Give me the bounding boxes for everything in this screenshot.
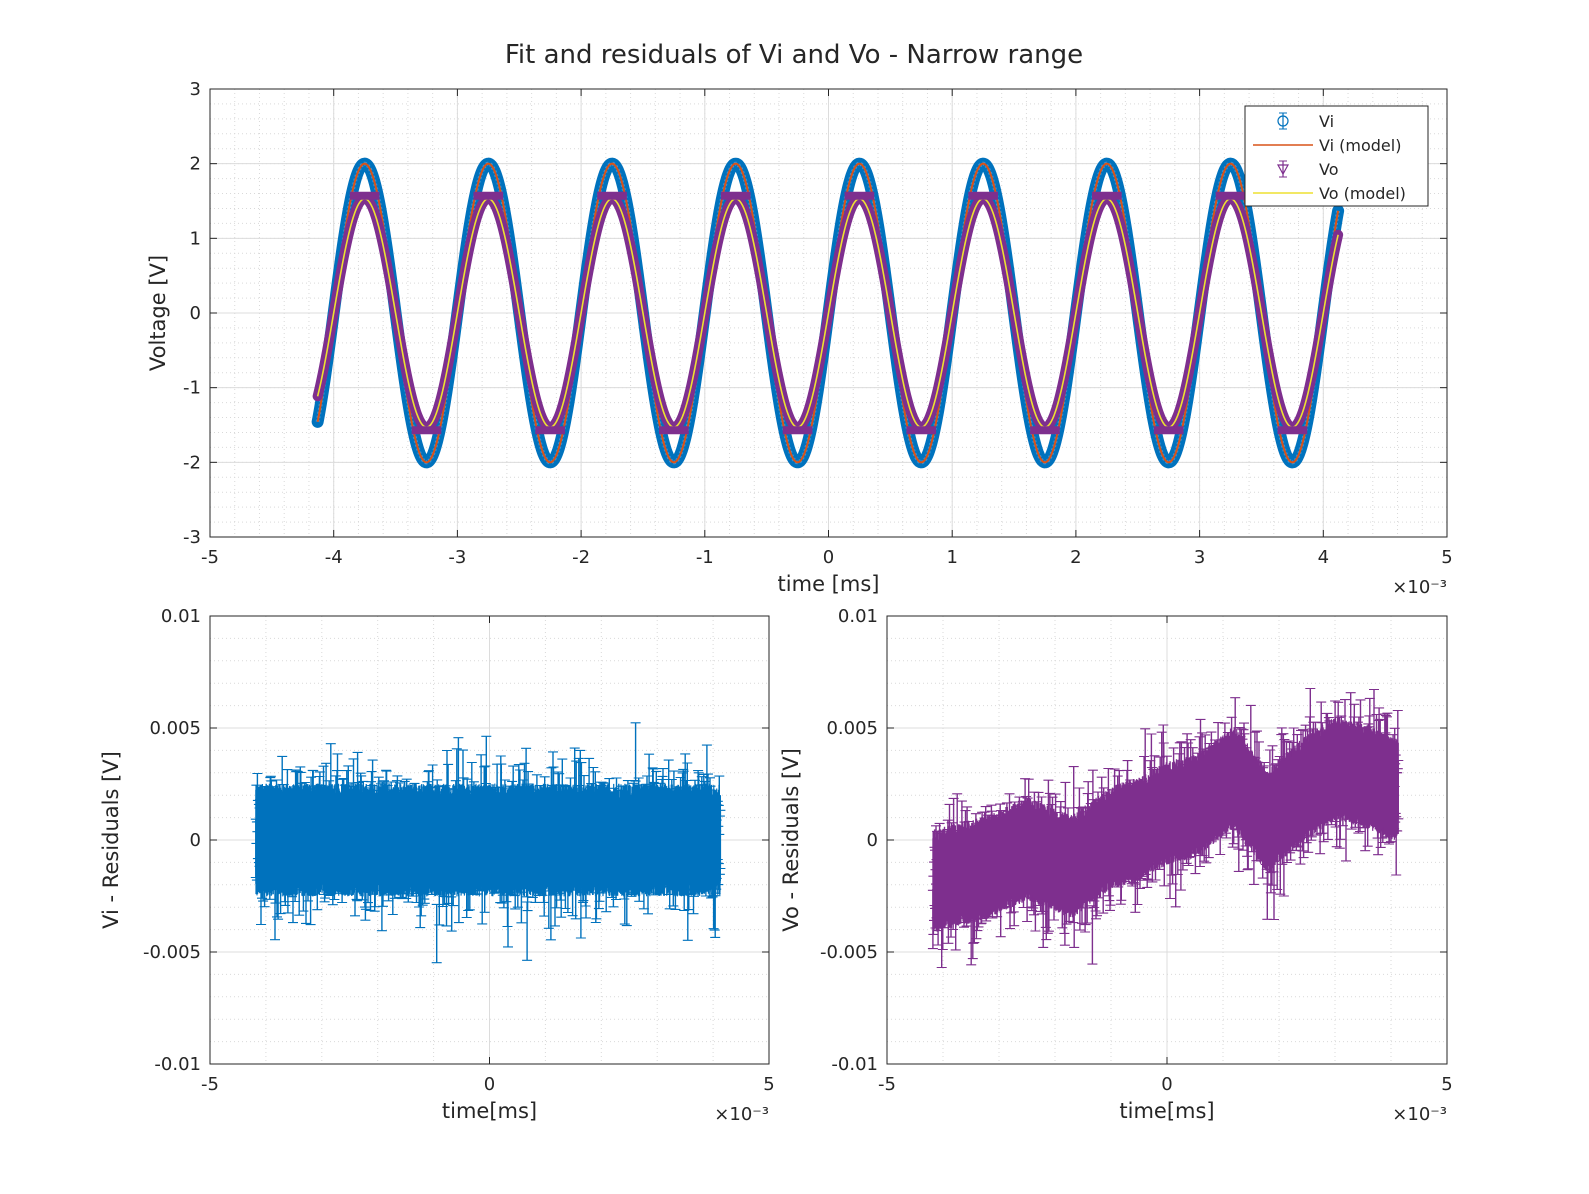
legend-label: Vi: [1319, 112, 1334, 131]
y-tick-label: 0.005: [826, 718, 878, 739]
y-tick-label: -0.005: [820, 942, 878, 963]
legend-entry-vi: Vi: [1277, 112, 1334, 131]
legend-entry-vo: Vo: [1276, 160, 1339, 179]
y-tick-label: 0.005: [149, 718, 201, 739]
y-tick-label: -0.01: [154, 1054, 201, 1075]
data-layer: [250, 722, 726, 964]
x-tick-label: -5: [201, 547, 219, 568]
legend-label: Vo (model): [1319, 184, 1406, 203]
x-tick-label: -4: [325, 547, 343, 568]
x-tick-label: 1: [946, 547, 957, 568]
figure-title: Fit and residuals of Vi and Vo - Narrow …: [505, 40, 1083, 70]
axes-3: -5 0 5 -0.01 -0.005 0 0.005 0.01 time[ms] Vo - Re…: [779, 606, 1453, 1125]
x-tick-label: -5: [201, 1074, 219, 1095]
y-tick-label: -3: [183, 527, 201, 548]
y-tick-label: -2: [183, 452, 201, 473]
x-axis-label: time[ms]: [1119, 1099, 1214, 1123]
residual-points: [255, 783, 721, 897]
x-tick-label: 0: [484, 1074, 495, 1095]
x-tick-label: 5: [1441, 547, 1452, 568]
axes-1: -5 -4 -3 -2 -1 0 1 2 3 4 5 -3 -2 -1 0 1 2 3 time [ms] Volta…: [146, 79, 1453, 598]
x-tick-label: 5: [1441, 1074, 1452, 1095]
y-tick-label: 3: [190, 79, 201, 100]
legend-entry-vo-model: Vo (model): [1253, 184, 1406, 203]
x-tick-label: 4: [1318, 547, 1329, 568]
y-tick-label: -0.005: [143, 942, 201, 963]
x-tick-label: 3: [1194, 547, 1205, 568]
y-tick-label: 2: [190, 154, 201, 175]
x-tick-label: 5: [763, 1074, 774, 1095]
x-exponent-label: ×10⁻³: [1392, 1104, 1447, 1125]
y-axis-label: Vi - Residuals [V]: [99, 751, 123, 929]
y-axis-label: Voltage [V]: [146, 255, 170, 371]
x-tick-label: 0: [1161, 1074, 1172, 1095]
x-tick-label: -1: [696, 547, 714, 568]
residual-points: [932, 717, 1399, 932]
data-layer: [927, 687, 1404, 969]
x-tick-label: 2: [1070, 547, 1081, 568]
y-tick-label: 0: [190, 830, 201, 851]
y-tick-label: 0: [190, 303, 201, 324]
y-tick-label: 0.01: [838, 606, 878, 627]
legend: Vi Vi (model) Vo Vo (model): [1244, 105, 1429, 207]
x-tick-label: -5: [878, 1074, 896, 1095]
x-axis-label: time[ms]: [442, 1099, 537, 1123]
x-tick-label: 0: [823, 547, 834, 568]
data-layer: [311, 157, 1345, 469]
x-tick-label: -3: [448, 547, 466, 568]
legend-box: [1244, 105, 1429, 207]
y-tick-label: 1: [190, 228, 201, 249]
legend-circle-marker-icon: [1277, 115, 1289, 127]
legend-triangle-marker-icon: [1276, 164, 1290, 176]
y-axis-label: Vo - Residuals [V]: [779, 748, 803, 932]
legend-label: Vo: [1319, 160, 1339, 179]
y-tick-label: 0: [867, 830, 878, 851]
x-exponent-label: ×10⁻³: [1392, 577, 1447, 598]
legend-entry-vi-model: Vi (model): [1253, 136, 1401, 155]
y-tick-label: 0.01: [161, 606, 201, 627]
y-tick-label: -0.01: [831, 1054, 878, 1075]
x-tick-label: -2: [572, 547, 590, 568]
y-tick-label: -1: [183, 378, 201, 399]
x-exponent-label: ×10⁻³: [714, 1104, 769, 1125]
x-axis-label: time [ms]: [778, 572, 880, 596]
axes-2: -5 0 5 -0.01 -0.005 0 0.005 0.01 time[ms] Vi - Re…: [99, 606, 775, 1125]
legend-label: Vi (model): [1319, 136, 1401, 155]
